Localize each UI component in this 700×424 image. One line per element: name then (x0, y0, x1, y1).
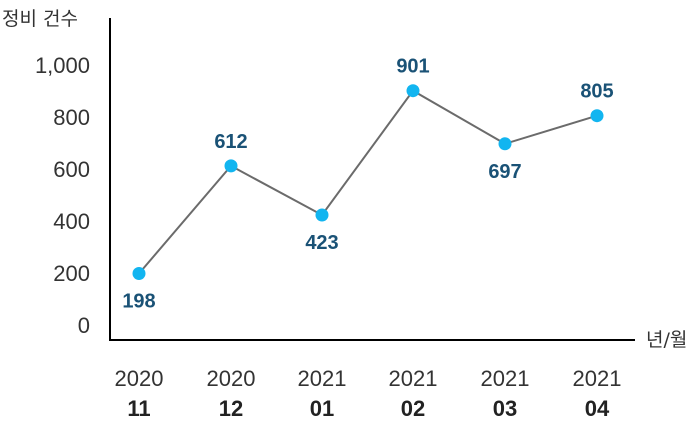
axes (109, 18, 635, 341)
x-axis-label: 년/월 (646, 329, 687, 351)
data-points (132, 84, 604, 280)
x-tick-year: 2020 (207, 366, 256, 391)
series-line (138, 89, 598, 275)
x-tick-year: 2021 (298, 366, 347, 391)
data-point (315, 208, 329, 222)
data-label: 901 (396, 56, 429, 78)
x-tick-labels: 2020 11 2020 12 2021 01 2021 02 2021 03 2021 04 (115, 366, 622, 421)
data-label: 697 (488, 161, 521, 183)
data-point (590, 109, 604, 123)
y-tick-label: 400 (53, 209, 90, 234)
y-tick-label: 800 (53, 105, 90, 130)
x-tick-year: 2020 (115, 366, 164, 391)
x-tick-month: 01 (310, 396, 334, 421)
y-tick-label: 200 (53, 261, 90, 286)
y-tick-labels: 0 200 400 600 800 1,000 (35, 53, 90, 338)
y-tick-label: 0 (78, 313, 90, 338)
data-label: 198 (122, 291, 155, 313)
data-point (224, 159, 238, 173)
data-labels: 198 612 423 901 697 805 (122, 56, 613, 313)
x-tick-month: 02 (401, 396, 425, 421)
data-label: 612 (214, 131, 247, 153)
x-tick-year: 2021 (481, 366, 530, 391)
x-tick-year: 2021 (389, 366, 438, 391)
data-label: 805 (580, 81, 613, 103)
x-tick-year: 2021 (573, 366, 622, 391)
data-label: 423 (305, 232, 338, 254)
x-tick-month: 12 (219, 396, 243, 421)
x-tick-month: 04 (585, 396, 610, 421)
x-tick-month: 11 (127, 396, 150, 421)
y-tick-label: 1,000 (35, 53, 90, 78)
data-point (406, 84, 420, 98)
y-axis-label: 정비 건수 (2, 8, 78, 30)
y-tick-label: 600 (53, 157, 90, 182)
x-tick-month: 03 (493, 396, 517, 421)
data-point (132, 267, 146, 280)
data-point (498, 137, 512, 151)
